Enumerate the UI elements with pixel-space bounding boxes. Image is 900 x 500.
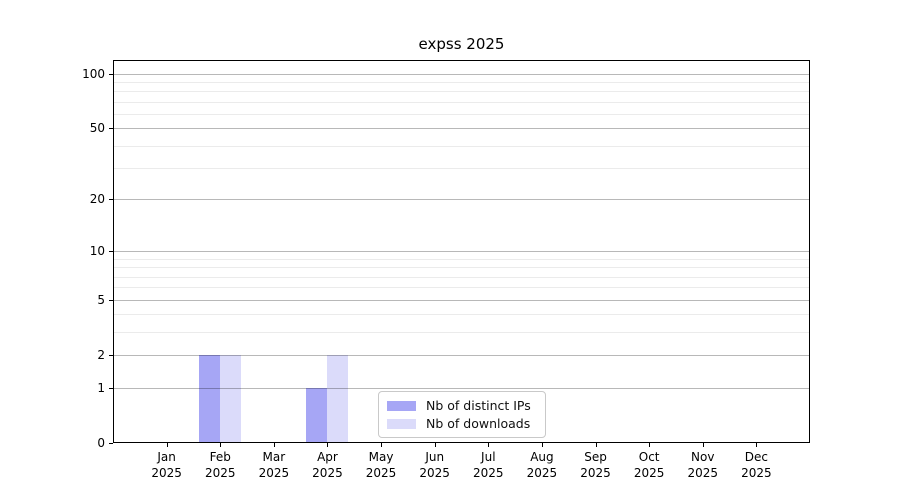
y-axis-tick [109, 199, 113, 201]
x-axis-tick [649, 443, 651, 447]
y-gridline-major [114, 73, 809, 75]
x-tick-label: Jun 2025 [419, 450, 450, 480]
legend-label-distinct-ips: Nb of distinct IPs [426, 398, 531, 413]
legend: Nb of distinct IPs Nb of downloads [378, 391, 546, 438]
legend-swatch-downloads-icon [387, 418, 416, 429]
y-tick-label: 2 [97, 348, 105, 363]
x-tick-label: Jul 2025 [473, 450, 504, 480]
y-gridline-minor [114, 314, 809, 316]
y-tick-label: 10 [89, 244, 105, 259]
y-axis-tick [109, 355, 113, 357]
x-axis-tick [166, 443, 168, 447]
chart-title: expss 2025 [418, 35, 505, 53]
y-gridline-minor [114, 91, 809, 93]
y-gridline-major [114, 355, 809, 357]
x-axis-tick [541, 443, 543, 447]
bar-downloads [327, 355, 349, 442]
y-gridline-minor [114, 276, 809, 278]
legend-item-downloads: Nb of downloads [387, 416, 537, 431]
y-tick-label: 0 [97, 436, 105, 450]
x-tick-label: Sep 2025 [580, 450, 611, 480]
y-axis-tick [109, 299, 113, 301]
x-axis-tick [220, 443, 222, 447]
x-axis-tick [327, 443, 329, 447]
y-axis-tick [109, 387, 113, 389]
bar-downloads [220, 355, 242, 442]
y-gridline-minor [114, 114, 809, 116]
y-axis-tick [109, 443, 113, 444]
bar-distinct-ips [199, 355, 221, 442]
y-gridline-major [114, 199, 809, 201]
y-tick-label: 100 [82, 66, 105, 81]
legend-label-downloads: Nb of downloads [426, 416, 531, 431]
x-tick-label: Aug 2025 [526, 450, 558, 480]
legend-swatch-distinct-ips-icon [387, 400, 416, 411]
x-axis-tick [702, 443, 704, 447]
y-gridline-minor [114, 101, 809, 103]
y-gridline-minor [114, 332, 809, 334]
y-axis-tick [109, 73, 113, 75]
x-tick-label: Feb 2025 [204, 450, 236, 480]
y-axis-tick [109, 251, 113, 253]
y-tick-label: 1 [97, 380, 105, 395]
y-gridline-major [114, 299, 809, 301]
y-gridline-major [114, 387, 809, 389]
x-tick-label: May 2025 [365, 450, 397, 480]
y-gridline-minor [114, 82, 809, 84]
bar-distinct-ips [306, 387, 328, 442]
x-axis-tick [756, 443, 758, 447]
x-tick-label: Jan 2025 [151, 450, 182, 480]
x-tick-label: Apr 2025 [312, 450, 343, 480]
y-gridline-minor [114, 287, 809, 289]
x-axis-tick [273, 443, 275, 447]
y-axis-tick [109, 128, 113, 130]
y-gridline-minor [114, 258, 809, 260]
x-axis-tick [595, 443, 597, 447]
y-gridline-minor [114, 168, 809, 170]
x-tick-label: Nov 2025 [687, 450, 719, 480]
y-gridline-minor [114, 267, 809, 269]
y-gridline-major [114, 128, 809, 130]
y-gridline-minor [114, 145, 809, 147]
y-tick-label: 5 [97, 292, 105, 307]
x-axis-tick [381, 443, 383, 447]
x-axis-tick [434, 443, 436, 447]
legend-item-distinct-ips: Nb of distinct IPs [387, 398, 537, 413]
x-tick-label: Dec 2025 [741, 450, 772, 480]
y-gridline-major [114, 251, 809, 253]
x-axis-tick [488, 443, 490, 447]
x-tick-label: Mar 2025 [258, 450, 290, 480]
y-tick-label: 20 [89, 192, 105, 207]
x-tick-label: Oct 2025 [633, 450, 665, 480]
y-tick-label: 50 [89, 121, 105, 136]
